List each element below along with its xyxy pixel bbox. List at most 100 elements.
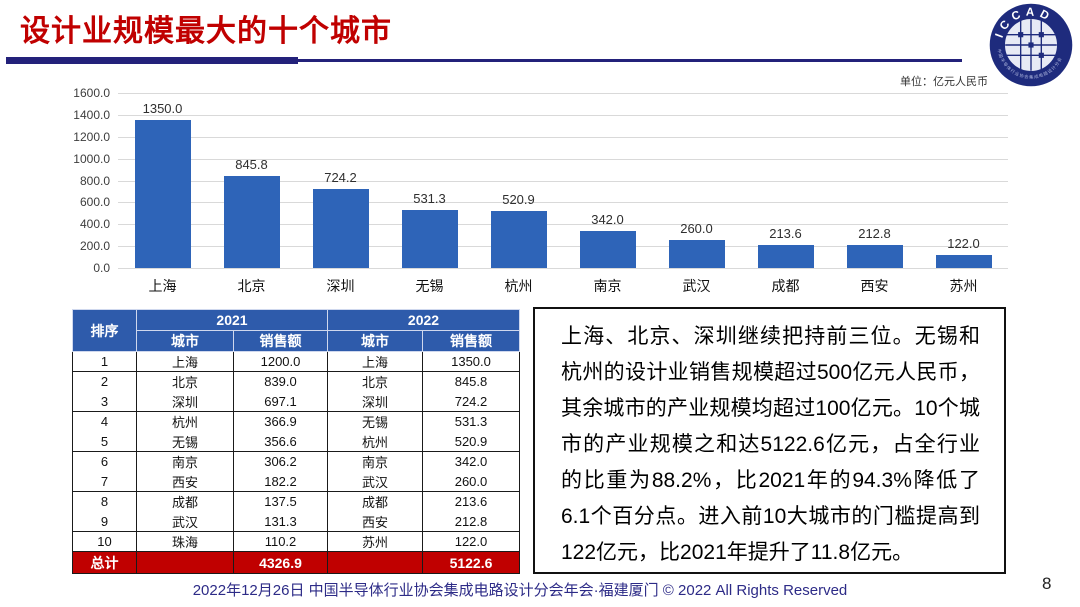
y-axis-tick: 1000.0 xyxy=(73,151,110,166)
commentary-box: 上海、北京、深圳继续把持前三位。无锡和杭州的设计业销售规模超过500亿元人民币，… xyxy=(533,307,1006,574)
bar xyxy=(401,209,458,268)
cell-city-2022: 西安 xyxy=(327,511,423,532)
bar-slot: 212.8 xyxy=(830,93,919,268)
bar-value-label: 724.2 xyxy=(324,169,357,185)
bar-slot: 213.6 xyxy=(741,93,830,268)
x-axis: 上海 北京 深圳 无锡 杭州 南京 武汉 成都 西安 苏州 xyxy=(118,276,1008,296)
y-axis-tick: 0.0 xyxy=(93,261,110,275)
cell-sales-2022: 520.9 xyxy=(422,431,520,452)
city-sales-table: 排序 2021 2022 城市 销售额 城市 销售额 1 上海 1200.0 上海 13… xyxy=(72,309,520,574)
cell-sales-2022: 260.0 xyxy=(422,471,520,492)
table-row: 6 南京 306.2 南京 342.0 xyxy=(72,451,520,472)
cell-sales-2021: 306.2 xyxy=(233,451,328,472)
bar xyxy=(579,230,636,268)
total-city-2022 xyxy=(327,551,423,574)
x-axis-label: 成都 xyxy=(771,278,800,294)
cell-sales-2021: 366.9 xyxy=(233,411,328,432)
bar-value-label: 845.8 xyxy=(235,156,268,172)
bar-chart: 1600.0 1400.0 1200.0 1000.0 800.0 600.0 400.0 2… xyxy=(50,86,1008,296)
cell-city-2021: 无锡 xyxy=(136,431,234,452)
cell-city-2022: 杭州 xyxy=(327,431,423,452)
bar xyxy=(668,239,725,268)
table-row: 2 北京 839.0 北京 845.8 xyxy=(72,371,520,392)
cell-sales-2022: 122.0 xyxy=(422,531,520,552)
bar-value-label: 213.6 xyxy=(769,225,802,241)
cell-city-2022: 深圳 xyxy=(327,391,423,412)
cell-sales-2022: 724.2 xyxy=(422,391,520,412)
cell-city-2021: 武汉 xyxy=(136,511,234,532)
bar xyxy=(757,244,814,268)
bar-slot: 260.0 xyxy=(652,93,741,268)
cell-sales-2021: 1200.0 xyxy=(233,351,328,372)
cell-rank: 6 xyxy=(72,451,137,472)
city-header-2021: 城市 xyxy=(136,330,234,352)
footer-text: 2022年12月26日 中国半导体行业协会集成电路设计分会年会·福建厦门 © 2… xyxy=(192,582,848,599)
chart-unit-label: 单位：亿元人民币 xyxy=(900,76,988,88)
bar xyxy=(490,211,547,268)
bar-value-label: 1350.0 xyxy=(142,101,183,117)
cell-sales-2022: 531.3 xyxy=(422,411,520,432)
bar-slot: 342.0 xyxy=(563,93,652,268)
bar-value-label: 520.9 xyxy=(502,192,535,208)
cell-city-2022: 无锡 xyxy=(327,411,423,432)
table-row: 7 西安 182.2 武汉 260.0 xyxy=(72,471,520,492)
bar-value-label: 342.0 xyxy=(591,211,624,227)
sales-header-2021: 销售额 xyxy=(233,330,328,352)
y-axis-tick: 1400.0 xyxy=(73,107,110,122)
cell-city-2021: 杭州 xyxy=(136,411,234,432)
table-row: 5 无锡 356.6 杭州 520.9 xyxy=(72,431,520,452)
bar xyxy=(312,188,369,268)
total-sales-2022: 5122.6 xyxy=(422,551,520,574)
title-underline-thick xyxy=(6,57,298,64)
commentary-text: 上海、北京、深圳继续把持前三位。无锡和杭州的设计业销售规模超过500亿元人民币，… xyxy=(561,325,980,564)
x-axis-label: 武汉 xyxy=(682,278,711,294)
x-axis-label: 深圳 xyxy=(326,278,355,294)
y-axis-tick: 200.0 xyxy=(79,239,110,254)
gridline xyxy=(118,158,1008,160)
iccad-logo: ICCAD 中国半导体行业协会集成电路设计分会 xyxy=(989,3,1073,87)
cell-city-2021: 上海 xyxy=(136,351,234,372)
cell-sales-2021: 131.3 xyxy=(233,511,328,532)
cell-city-2021: 南京 xyxy=(136,451,234,472)
cell-rank: 5 xyxy=(72,431,137,452)
cell-rank: 1 xyxy=(72,351,137,372)
cell-city-2021: 珠海 xyxy=(136,531,234,552)
bar-value-label: 531.3 xyxy=(413,190,446,206)
plot-area: 1350.0 845.8 724.2 531.3 520.9 342.0 260.0 213.… xyxy=(118,93,1008,269)
cell-rank: 3 xyxy=(72,391,137,412)
cell-rank: 10 xyxy=(72,531,137,552)
sales-header-2022: 销售额 xyxy=(422,330,520,352)
gridline xyxy=(118,93,1008,94)
bar-slot: 724.2 xyxy=(296,93,385,268)
y-axis-tick: 800.0 xyxy=(79,173,110,188)
table-row: 10 珠海 110.2 苏州 122.0 xyxy=(72,531,520,552)
gridline xyxy=(118,268,1008,269)
cell-city-2022: 苏州 xyxy=(327,531,423,552)
table-sub-header-row: 城市 销售额 城市 销售额 xyxy=(73,330,520,352)
bar xyxy=(134,120,191,268)
table-row: 8 成都 137.5 成都 213.6 xyxy=(72,491,520,512)
cell-city-2022: 上海 xyxy=(327,351,423,372)
cell-city-2022: 武汉 xyxy=(327,471,423,492)
page-number: 8 xyxy=(1042,574,1052,593)
page-title: 设计业规模最大的十个城市 xyxy=(20,15,392,48)
x-axis-label: 苏州 xyxy=(949,278,978,294)
bar-slot: 531.3 xyxy=(385,93,474,268)
table-row: 3 深圳 697.1 深圳 724.2 xyxy=(72,391,520,412)
cell-sales-2021: 182.2 xyxy=(233,471,328,492)
cell-rank: 9 xyxy=(72,511,137,532)
cell-sales-2022: 1350.0 xyxy=(422,351,520,372)
cell-sales-2021: 839.0 xyxy=(233,371,328,392)
x-axis-label: 上海 xyxy=(148,278,177,294)
bar-value-label: 212.8 xyxy=(858,225,891,241)
total-city-2021 xyxy=(136,551,234,574)
cell-sales-2021: 697.1 xyxy=(233,391,328,412)
cell-sales-2022: 342.0 xyxy=(422,451,520,472)
cell-city-2022: 南京 xyxy=(327,451,423,472)
gridline xyxy=(118,202,1008,204)
table-total-row: 总计 4326.9 5122.6 xyxy=(72,551,520,574)
bar-value-label: 122.0 xyxy=(947,235,980,251)
gridline xyxy=(118,246,1008,248)
bar xyxy=(846,244,903,268)
cell-rank: 4 xyxy=(72,411,137,432)
